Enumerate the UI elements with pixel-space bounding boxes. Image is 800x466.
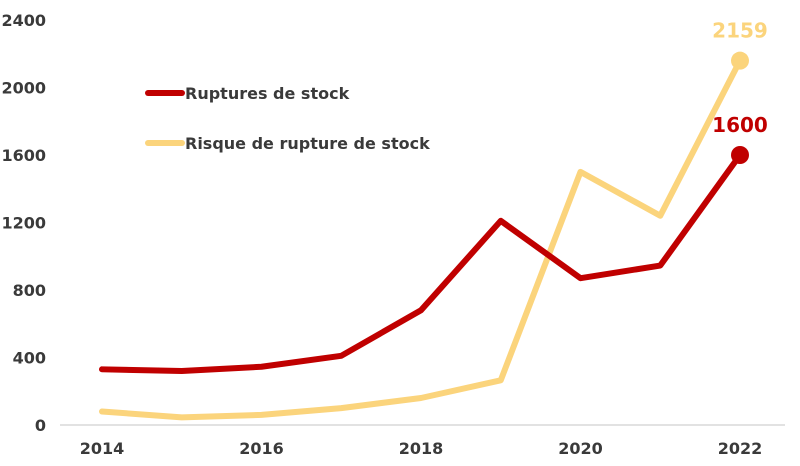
data-point [498,218,504,224]
y-tick-label: 2400 [1,11,46,30]
y-tick-label: 2000 [1,79,46,98]
series-line-1 [99,57,743,421]
data-point [338,405,344,411]
data-point [657,263,663,269]
x-tick-label: 2018 [399,439,444,458]
y-tick-label: 1200 [1,214,46,233]
data-point [259,364,265,370]
data-point [259,412,265,418]
data-point [179,414,185,420]
legend: Ruptures de stock Risque de rupture de st… [145,84,430,153]
y-tick-label: 400 [13,349,46,368]
data-point [99,366,105,372]
x-tick-label: 2022 [718,439,763,458]
data-point [418,395,424,401]
series-layer [99,51,749,421]
x-tick-label: 2014 [80,439,125,458]
legend-label: Risque de rupture de stock [185,134,430,153]
y-tick-label: 800 [13,281,46,300]
data-point [498,377,504,383]
series-end-marker [731,146,749,164]
y-tick-label: 1600 [1,146,46,165]
y-axis: 0 400 800 1200 1600 2000 2400 [1,11,46,435]
data-point [578,169,584,175]
series-end-marker [731,51,749,70]
data-point [657,213,663,219]
end-value-label: 1600 [712,113,768,137]
y-tick-label: 0 [35,416,46,435]
data-point [99,409,105,415]
series-line-0 [99,152,743,374]
data-point [418,307,424,313]
data-point [179,368,185,374]
x-tick-label: 2020 [558,439,603,458]
x-tick-label: 2016 [239,439,284,458]
x-axis: 2014 2016 2018 2020 2022 [80,439,763,458]
data-point [578,275,584,281]
data-point [338,353,344,359]
end-value-label: 2159 [712,19,768,43]
legend-label: Ruptures de stock [185,84,350,103]
end-labels: 1600 2159 [712,19,768,137]
